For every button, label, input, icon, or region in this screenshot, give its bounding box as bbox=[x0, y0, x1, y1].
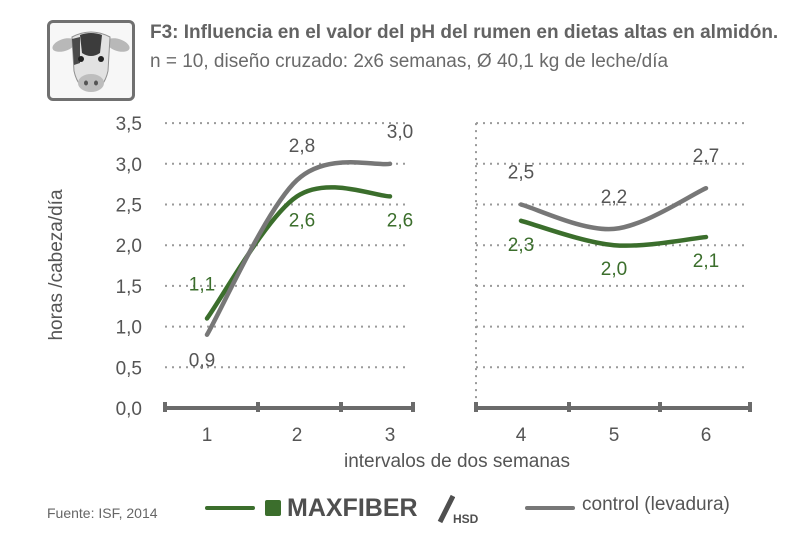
maxfiber-series-line bbox=[204, 185, 393, 321]
y-axis-title: horas /cabeza/día bbox=[46, 189, 67, 340]
y-tick-label: 1,0 bbox=[116, 318, 142, 339]
maxfiber-data-label: 2,3 bbox=[508, 235, 534, 256]
source-note: Fuente: ISF, 2014 bbox=[47, 505, 158, 521]
maxfiber-legend-swatch bbox=[205, 506, 255, 510]
control-legend-swatch bbox=[525, 506, 575, 510]
title-bold: F3: Influencia en el valor del pH del ru… bbox=[150, 22, 779, 43]
control-data-label: 2,5 bbox=[508, 163, 534, 184]
x-tick-label: 5 bbox=[609, 425, 620, 446]
x-tick-label: 6 bbox=[701, 425, 712, 446]
maxfiber-data-label: 2,6 bbox=[289, 210, 315, 231]
y-tick-label: 3,5 bbox=[116, 114, 142, 135]
control-data-label: 2,8 bbox=[289, 136, 315, 157]
x-tick-label: 3 bbox=[385, 425, 396, 446]
x-tick-label: 1 bbox=[202, 425, 213, 446]
cow-head-icon bbox=[52, 31, 130, 92]
title-rest: n = 10, diseño cruzado: 2x6 semanas, Ø 4… bbox=[150, 51, 669, 72]
maxfiber-logo-slash bbox=[437, 494, 455, 524]
y-tick-label: 0,5 bbox=[116, 358, 142, 379]
control-data-label: 3,0 bbox=[387, 122, 413, 143]
y-tick-label: 0,0 bbox=[116, 399, 142, 420]
control-legend-label: control (levadura) bbox=[582, 494, 730, 515]
x-tick-label: 4 bbox=[516, 425, 527, 446]
maxfiber-data-label: 2,0 bbox=[601, 259, 627, 280]
maxfiber-data-label: 1,1 bbox=[189, 274, 215, 295]
maxfiber-logo-sub: HSD bbox=[453, 512, 479, 526]
y-tick-label: 3,0 bbox=[116, 155, 142, 176]
y-tick-label: 2,5 bbox=[116, 196, 142, 217]
maxfiber-data-label: 2,1 bbox=[693, 251, 719, 272]
chart-title: F3: Influencia en el valor del pH del ru… bbox=[150, 18, 780, 76]
maxfiber-logo-square bbox=[265, 500, 281, 516]
maxfiber-logo: MAXFIBER HSD bbox=[265, 494, 515, 526]
cow-icon-box bbox=[47, 20, 135, 101]
maxfiber-data-label: 2,6 bbox=[387, 210, 413, 231]
control-series-line bbox=[518, 185, 709, 232]
control-data-label: 0,9 bbox=[189, 351, 215, 372]
y-tick-label: 2,0 bbox=[116, 236, 142, 257]
legend: MAXFIBER HSD control (levadura) bbox=[205, 490, 780, 526]
control-data-label: 2,7 bbox=[693, 146, 719, 167]
x-tick-label: 2 bbox=[292, 425, 303, 446]
control-series-line bbox=[204, 160, 393, 337]
control-data-label: 2,2 bbox=[601, 187, 627, 208]
maxfiber-logo-text: MAXFIBER bbox=[287, 494, 418, 522]
y-tick-label: 1,5 bbox=[116, 277, 142, 298]
maxfiber-series-line bbox=[518, 218, 709, 248]
x-axis-title: intervalos de dos semanas bbox=[344, 451, 570, 472]
